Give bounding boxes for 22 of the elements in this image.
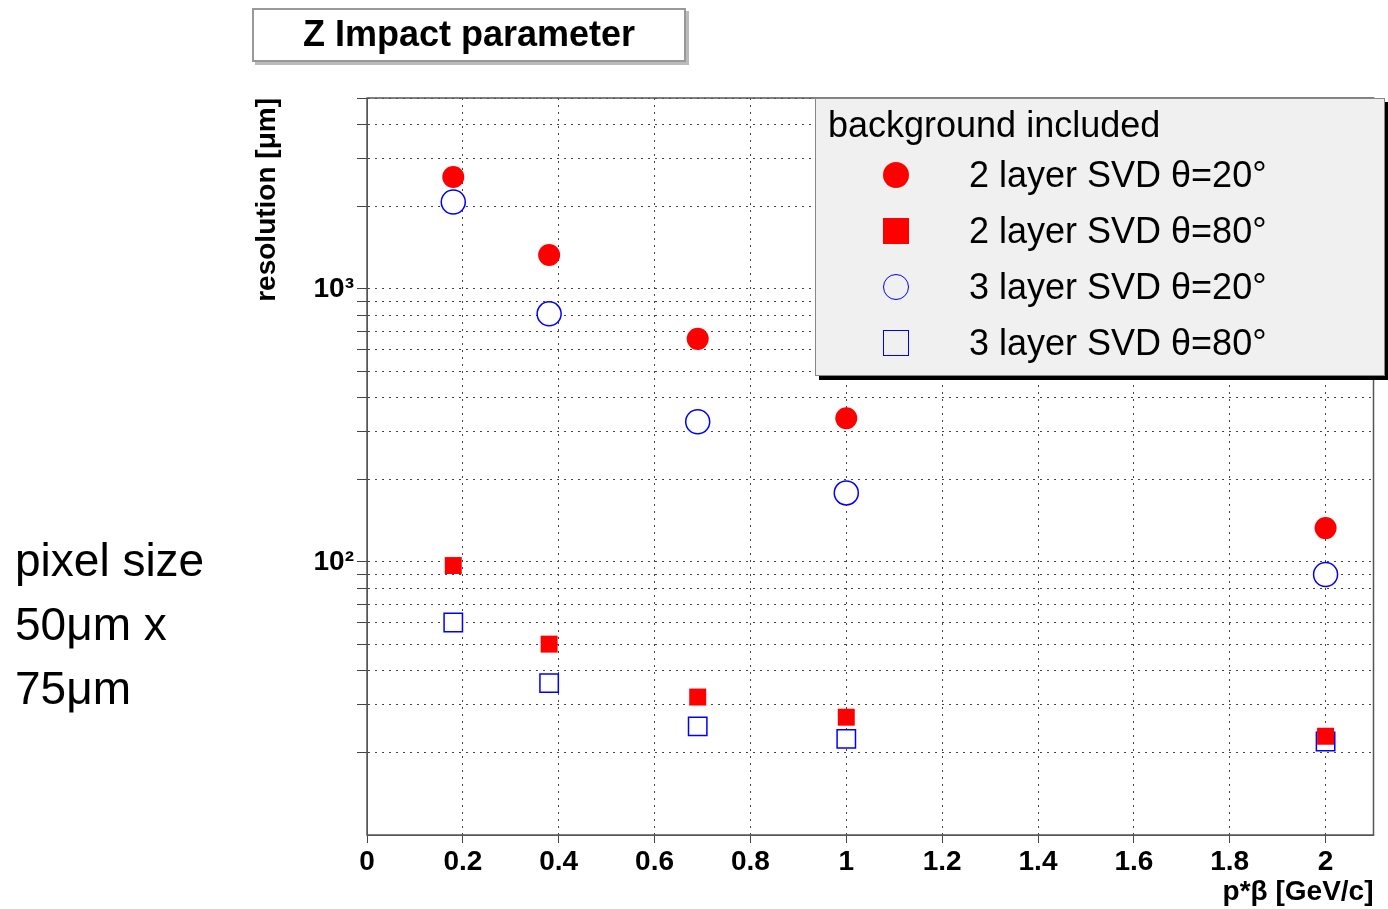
x-tick-label: 2 [1317,844,1334,876]
legend-title: background included [828,103,1162,147]
x-tick-label: 1 [838,844,855,876]
legend-label: 2 layer SVD θ=80° [969,210,1267,252]
x-tick-label: 1.2 [922,844,962,876]
text: pixel size 50μm x 75μm [15,533,206,716]
x-tick-label: 0.6 [635,844,675,876]
x-tick-label: 0 [359,844,375,876]
x-tick-label: 0.8 [730,844,770,876]
x-axis-title: p*β [GeV/c] [1222,874,1374,906]
chart-title: Z Impact parameter [252,8,686,62]
y-tick-label: 10³ [313,271,354,303]
x-tick-label: 0.4 [539,844,579,876]
x-tick-label: 1.6 [1114,844,1154,876]
x-tick-label: 0.2 [443,844,483,876]
y-axis-title: resolution [μm] [249,98,281,302]
y-tick-label: 10² [313,544,354,576]
x-tick-label: 1.8 [1210,844,1250,876]
legend-label: 3 layer SVD θ=20° [969,266,1267,308]
x-tick-label: 1.4 [1018,844,1058,876]
legend-label: 2 layer SVD θ=20° [969,154,1267,196]
legend-label: 3 layer SVD θ=80° [969,322,1267,364]
